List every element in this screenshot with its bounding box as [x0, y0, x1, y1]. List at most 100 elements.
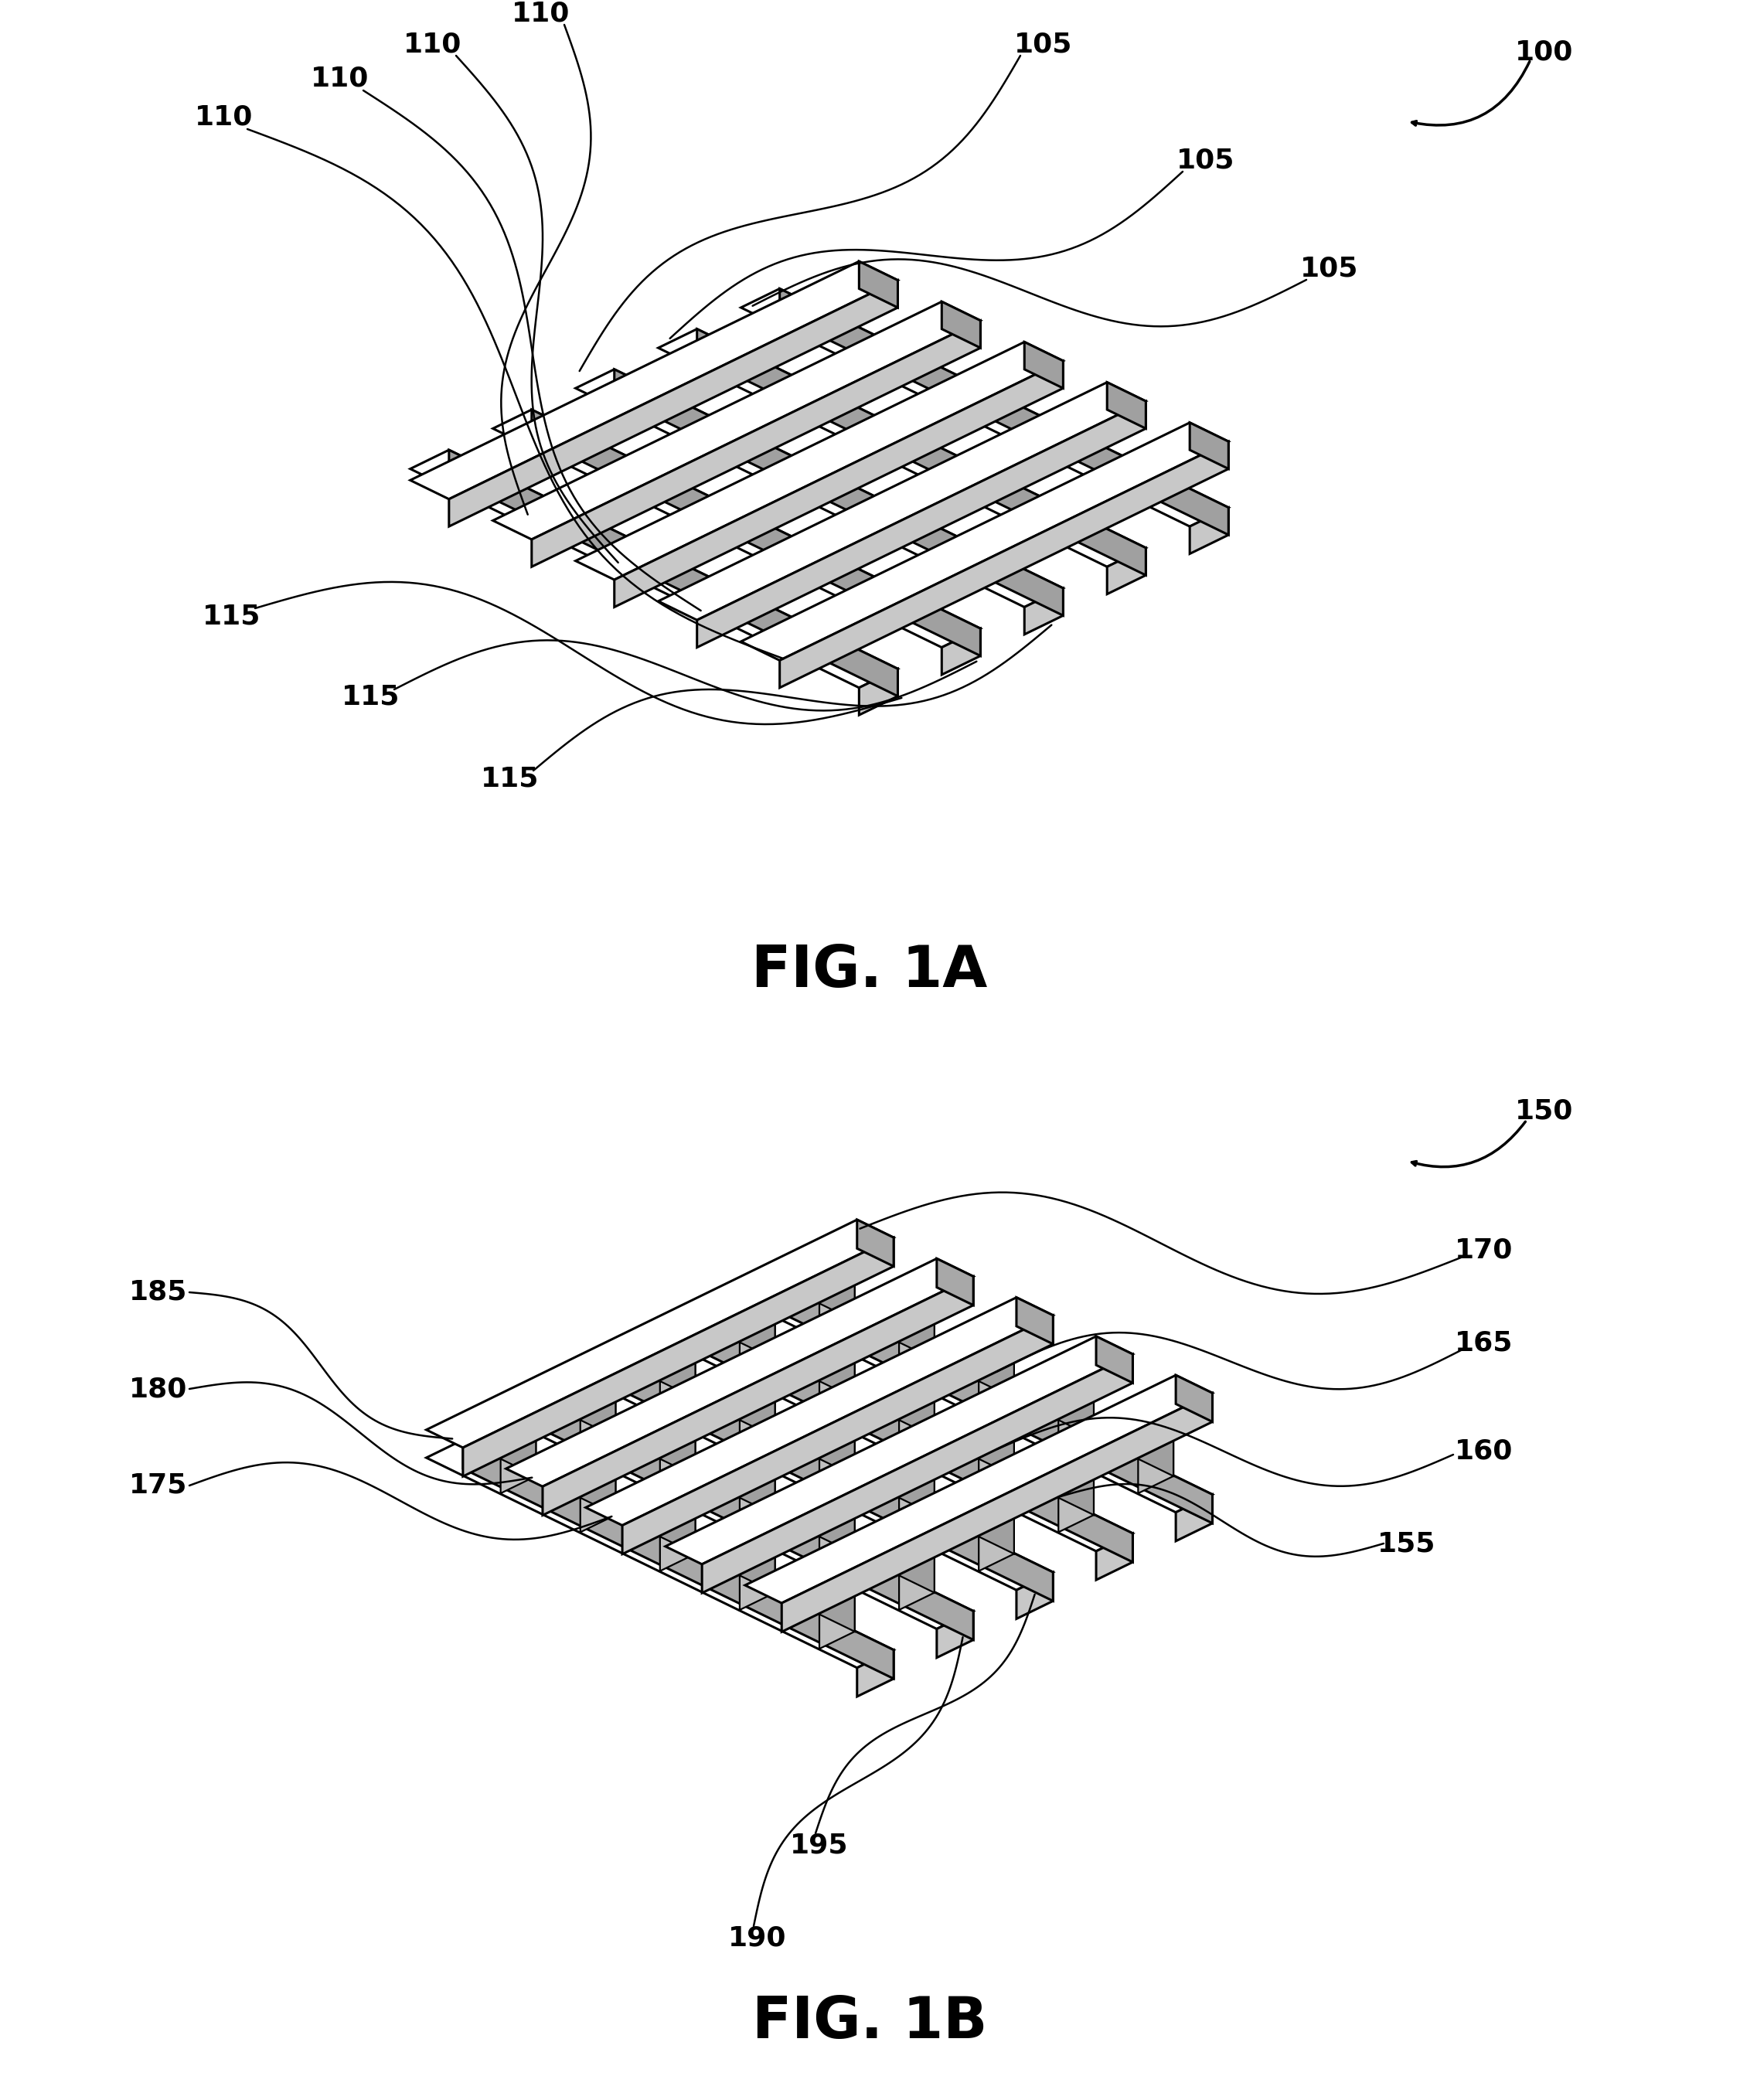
- Text: 195: 195: [790, 1831, 849, 1858]
- Polygon shape: [659, 1518, 696, 1571]
- Polygon shape: [658, 330, 1147, 567]
- Polygon shape: [943, 1502, 1014, 1535]
- Polygon shape: [701, 1354, 1133, 1594]
- Polygon shape: [545, 1462, 616, 1497]
- Polygon shape: [1138, 1441, 1173, 1493]
- Polygon shape: [1058, 1462, 1094, 1514]
- Text: 115: 115: [480, 764, 539, 792]
- Text: 105: 105: [1300, 254, 1359, 281]
- Polygon shape: [936, 1611, 973, 1657]
- Polygon shape: [900, 1306, 934, 1359]
- Polygon shape: [411, 260, 898, 500]
- Polygon shape: [781, 1285, 1213, 1522]
- Polygon shape: [745, 1285, 1213, 1512]
- Polygon shape: [780, 288, 1228, 536]
- Text: 105: 105: [1014, 31, 1072, 57]
- Polygon shape: [492, 302, 980, 540]
- Polygon shape: [506, 1258, 973, 1487]
- Polygon shape: [860, 260, 898, 307]
- Polygon shape: [463, 1441, 894, 1678]
- Polygon shape: [820, 1502, 854, 1554]
- Polygon shape: [426, 1220, 894, 1447]
- Polygon shape: [941, 628, 980, 674]
- Polygon shape: [581, 1384, 616, 1436]
- Polygon shape: [1138, 1424, 1173, 1476]
- Text: 155: 155: [1378, 1531, 1436, 1556]
- Polygon shape: [506, 1401, 973, 1630]
- Polygon shape: [1016, 1573, 1053, 1619]
- Polygon shape: [900, 1478, 934, 1533]
- Polygon shape: [943, 1346, 1014, 1380]
- Polygon shape: [739, 1556, 774, 1611]
- Polygon shape: [625, 1346, 696, 1380]
- Polygon shape: [900, 1323, 934, 1378]
- Text: 105: 105: [1176, 147, 1235, 172]
- Text: 150: 150: [1516, 1098, 1573, 1124]
- Polygon shape: [701, 1323, 1133, 1562]
- Polygon shape: [1058, 1384, 1094, 1436]
- Polygon shape: [705, 1384, 774, 1418]
- Polygon shape: [586, 1298, 1053, 1525]
- Polygon shape: [659, 1424, 696, 1476]
- Text: 160: 160: [1455, 1439, 1514, 1464]
- Text: 180: 180: [129, 1376, 188, 1403]
- Polygon shape: [900, 1539, 934, 1592]
- Polygon shape: [820, 1424, 854, 1476]
- Polygon shape: [1096, 1336, 1133, 1384]
- Polygon shape: [900, 1462, 934, 1514]
- Polygon shape: [943, 1424, 1014, 1457]
- Text: 110: 110: [311, 65, 369, 92]
- Polygon shape: [820, 1363, 854, 1415]
- Polygon shape: [532, 321, 980, 567]
- Polygon shape: [1190, 422, 1228, 468]
- Polygon shape: [739, 1401, 774, 1455]
- Polygon shape: [978, 1502, 1014, 1554]
- Polygon shape: [820, 1596, 854, 1649]
- Text: 115: 115: [341, 685, 400, 710]
- Polygon shape: [698, 330, 1147, 575]
- Polygon shape: [465, 1424, 536, 1457]
- Polygon shape: [745, 1376, 1213, 1602]
- Polygon shape: [492, 410, 980, 647]
- Polygon shape: [785, 1268, 854, 1302]
- Polygon shape: [659, 1363, 696, 1415]
- Polygon shape: [1190, 508, 1228, 554]
- Polygon shape: [863, 1306, 934, 1340]
- Text: 110: 110: [195, 105, 254, 130]
- Polygon shape: [1176, 1495, 1213, 1541]
- Text: 110: 110: [404, 31, 463, 57]
- Polygon shape: [785, 1346, 854, 1380]
- Polygon shape: [739, 1323, 774, 1378]
- Polygon shape: [1107, 548, 1147, 594]
- Polygon shape: [581, 1401, 616, 1455]
- Polygon shape: [785, 1502, 854, 1535]
- Polygon shape: [1058, 1478, 1094, 1533]
- Polygon shape: [463, 1237, 894, 1476]
- Polygon shape: [625, 1502, 696, 1535]
- Text: FIG. 1B: FIG. 1B: [752, 1995, 987, 2052]
- Polygon shape: [625, 1424, 696, 1457]
- Polygon shape: [739, 1384, 774, 1436]
- Polygon shape: [1016, 1298, 1053, 1344]
- Polygon shape: [705, 1306, 774, 1340]
- Polygon shape: [739, 1462, 774, 1514]
- Polygon shape: [978, 1441, 1014, 1493]
- Polygon shape: [659, 1441, 696, 1493]
- Polygon shape: [705, 1539, 774, 1575]
- Polygon shape: [978, 1518, 1014, 1571]
- Polygon shape: [411, 449, 898, 687]
- Polygon shape: [501, 1441, 536, 1493]
- Text: 100: 100: [1516, 38, 1573, 65]
- Polygon shape: [978, 1424, 1014, 1476]
- Polygon shape: [820, 1268, 854, 1321]
- Polygon shape: [741, 288, 1228, 527]
- Text: 185: 185: [129, 1279, 188, 1306]
- Polygon shape: [936, 1258, 973, 1306]
- Polygon shape: [705, 1462, 774, 1497]
- Polygon shape: [659, 1346, 696, 1399]
- Polygon shape: [978, 1363, 1014, 1415]
- Polygon shape: [623, 1315, 1053, 1554]
- Polygon shape: [586, 1363, 1053, 1590]
- Polygon shape: [1025, 588, 1063, 634]
- Polygon shape: [863, 1384, 934, 1418]
